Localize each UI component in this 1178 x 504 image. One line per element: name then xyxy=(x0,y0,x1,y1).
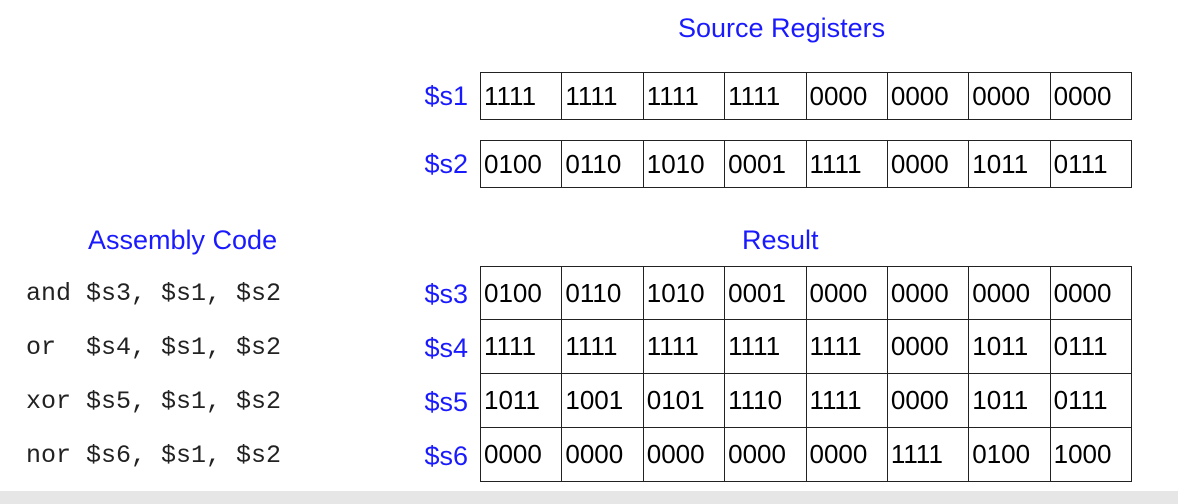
register-label-s6: $s6 xyxy=(424,441,468,471)
nibble: 1111 xyxy=(724,320,805,373)
nibble: 1001 xyxy=(561,374,642,427)
nibble: 1111 xyxy=(642,73,724,119)
nibble: 0000 xyxy=(886,374,968,427)
register-s4-box: 1111 1111 1111 1111 1111 0000 1011 0111 xyxy=(480,319,1132,374)
register-label-s5: $s5 xyxy=(424,387,468,417)
nibble: 0000 xyxy=(886,73,968,119)
nibble: 0000 xyxy=(561,428,642,481)
nibble: 1111 xyxy=(484,81,537,111)
nibble: 0000 xyxy=(805,267,887,319)
nibble: 0000 xyxy=(642,428,724,481)
nibble: 1000 xyxy=(1049,428,1131,481)
register-label-s4: $s4 xyxy=(424,333,468,363)
nibble: 0100 xyxy=(484,149,542,179)
register-s1-box: 1111 1111 1111 1111 0000 0000 0000 0000 xyxy=(480,72,1132,120)
nibble: 0000 xyxy=(724,428,805,481)
nibble: 0110 xyxy=(561,141,642,187)
assembly-line-and: and $s3, $s1, $s2 xyxy=(26,279,282,308)
nibble: 0110 xyxy=(561,267,642,319)
register-s2-box: 0100 0110 1010 0001 1111 0000 1011 0111 xyxy=(480,140,1132,188)
nibble: 0000 xyxy=(484,439,542,469)
nibble: 1111 xyxy=(805,141,887,187)
nibble: 1011 xyxy=(484,385,540,415)
result-heading: Result xyxy=(742,225,819,255)
nibble: 1011 xyxy=(968,320,1049,373)
register-label-s1: $s1 xyxy=(424,81,468,111)
assembly-line-nor: nor $s6, $s1, $s2 xyxy=(26,441,282,470)
nibble: 1111 xyxy=(886,428,968,481)
nibble: 0111 xyxy=(1049,141,1131,187)
nibble: 0101 xyxy=(642,374,724,427)
nibble: 0001 xyxy=(724,267,805,319)
nibble: 0111 xyxy=(1049,320,1131,373)
bottom-bar xyxy=(0,491,1178,504)
nibble: 1111 xyxy=(561,73,642,119)
assembly-line-or: or $s4, $s1, $s2 xyxy=(26,333,282,362)
nibble: 0000 xyxy=(1049,73,1131,119)
nibble: 1111 xyxy=(805,374,887,427)
nibble: 0000 xyxy=(886,141,968,187)
nibble: 1111 xyxy=(805,320,887,373)
nibble: 1110 xyxy=(724,374,805,427)
nibble: 1111 xyxy=(642,320,724,373)
nibble: 1111 xyxy=(484,331,537,361)
nibble: 0000 xyxy=(886,320,968,373)
nibble: 1111 xyxy=(724,73,805,119)
register-s5-box: 1011 1001 0101 1110 1111 0000 1011 0111 xyxy=(480,373,1132,428)
nibble: 0000 xyxy=(886,267,968,319)
register-label-s2: $s2 xyxy=(424,149,468,179)
nibble: 0111 xyxy=(1049,374,1131,427)
nibble: 0000 xyxy=(1049,267,1131,319)
nibble: 0000 xyxy=(968,267,1049,319)
nibble: 0000 xyxy=(805,73,887,119)
nibble: 0100 xyxy=(968,428,1049,481)
nibble: 1011 xyxy=(968,141,1049,187)
nibble: 1011 xyxy=(968,374,1049,427)
register-s6-box: 0000 0000 0000 0000 0000 1111 0100 1000 xyxy=(480,427,1132,482)
assembly-code-heading: Assembly Code xyxy=(88,225,278,255)
source-registers-heading: Source Registers xyxy=(678,13,886,43)
register-s3-box: 0100 0110 1010 0001 0000 0000 0000 0000 xyxy=(480,266,1132,320)
nibble: 0001 xyxy=(724,141,805,187)
nibble: 1111 xyxy=(561,320,642,373)
nibble: 0100 xyxy=(484,278,542,308)
nibble: 1010 xyxy=(642,141,724,187)
register-label-s3: $s3 xyxy=(424,279,468,309)
nibble: 0000 xyxy=(968,73,1049,119)
assembly-line-xor: xor $s5, $s1, $s2 xyxy=(26,387,282,416)
nibble: 1010 xyxy=(642,267,724,319)
nibble: 0000 xyxy=(805,428,887,481)
